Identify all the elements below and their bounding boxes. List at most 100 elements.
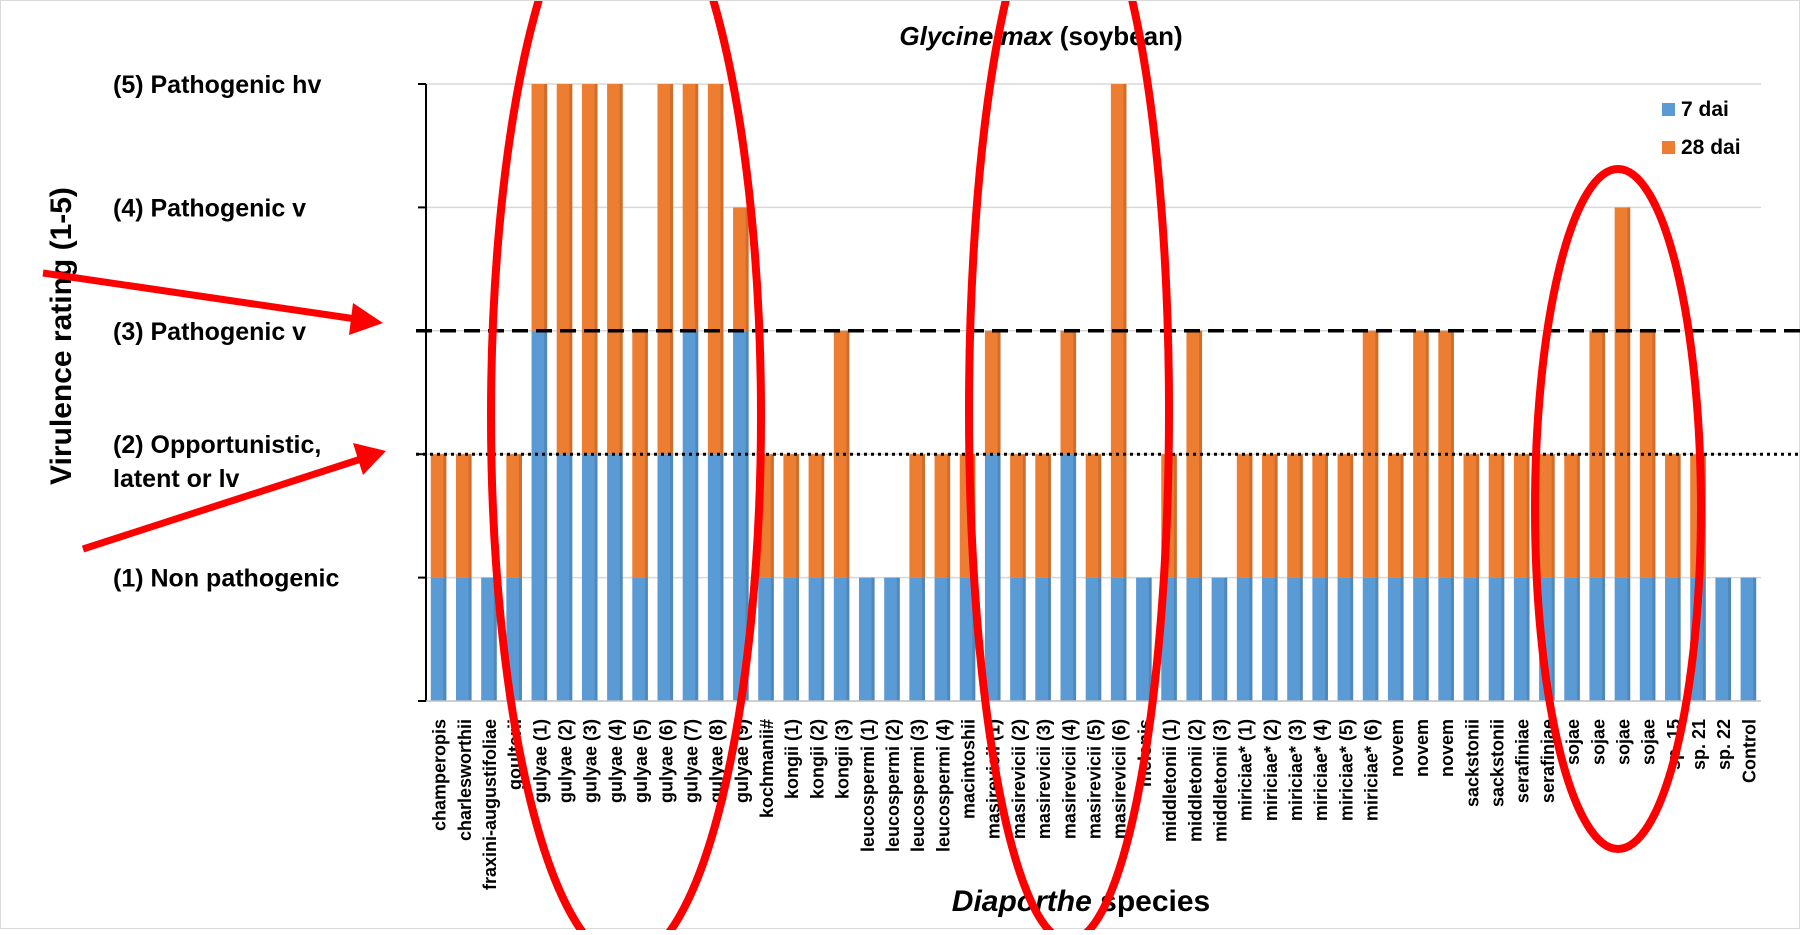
bar-edge <box>569 84 573 701</box>
bar-7-dai <box>1614 577 1631 701</box>
bar-edge <box>770 454 774 701</box>
bar-7-dai <box>581 454 598 701</box>
bar-7-dai <box>1085 577 1102 701</box>
virulence-level-label: (3) Pathogenic v <box>113 318 306 346</box>
chart-title-italic: Glycine max <box>899 21 1054 51</box>
bar-28-dai <box>1287 454 1303 578</box>
bar-edge <box>518 454 522 701</box>
bar-28-dai <box>1312 454 1329 578</box>
category-label: Control <box>1739 719 1759 783</box>
category-label: gulyae (4) <box>606 719 626 803</box>
bar-7-dai <box>1715 577 1732 701</box>
bar-7-dai <box>1564 577 1580 701</box>
bar-28-dai <box>506 454 522 578</box>
bar-7-dai <box>1413 577 1429 701</box>
category-label: sojae <box>1588 719 1608 765</box>
bar-7-dai <box>607 454 623 701</box>
bar-28-dai <box>430 454 447 578</box>
bar-7-dai <box>1362 577 1379 701</box>
legend: 7 dai 28 dai <box>1662 98 1741 159</box>
bar-28-dai <box>1639 330 1656 578</box>
legend-label: 7 dai <box>1681 98 1729 121</box>
category-label: miriciae* (3) <box>1286 719 1306 821</box>
category-label: miriciae* (5) <box>1336 719 1356 821</box>
bar-edge <box>821 454 825 701</box>
x-axis-label-italic: Diaporthe <box>952 885 1092 918</box>
bar-28-dai <box>1539 454 1555 578</box>
bar-28-dai <box>581 84 598 455</box>
virulence-level-line: (5) Pathogenic hv <box>113 71 321 99</box>
chart-title: Glycine max (soybean) <box>899 21 1182 51</box>
category-label: leucospermi (4) <box>933 719 953 852</box>
bar-7-dai <box>1312 577 1329 701</box>
bar-28-dai <box>1262 454 1278 578</box>
category-label: sackstonii <box>1488 719 1508 807</box>
bar-28-dai <box>783 454 800 578</box>
category-labels: champeropis charlesworthii fraxini-augusti… <box>430 719 1760 890</box>
bar-7-dai <box>1740 577 1757 701</box>
virulence-level-line: (1) Non pathogenic <box>113 565 339 593</box>
bar-7-dai <box>481 577 497 701</box>
category-label: middletonii (1) <box>1160 719 1180 842</box>
category-label: sojae <box>1563 719 1583 765</box>
bar-edge <box>997 330 1001 701</box>
category-label: novem <box>1387 719 1407 777</box>
category-label: middletonii (2) <box>1185 719 1205 842</box>
bar-edge <box>1425 330 1429 701</box>
bar-edge <box>1098 454 1102 701</box>
bar-28-dai <box>1085 454 1102 578</box>
bar-28-dai <box>531 84 548 331</box>
bar-edge <box>1022 454 1026 701</box>
category-label: sojae <box>1639 719 1659 765</box>
bar-7-dai <box>1186 577 1203 701</box>
bar-7-dai <box>531 330 548 701</box>
bar-7-dai <box>1438 577 1454 701</box>
bar-edge <box>1249 454 1253 701</box>
arrow-head <box>353 443 386 475</box>
bar-28-dai <box>808 454 825 578</box>
category-label: macintoshii <box>959 719 979 819</box>
bar-28-dai <box>909 454 925 578</box>
bar-edge <box>1148 577 1152 701</box>
bar-7-dai <box>1589 577 1606 701</box>
category-label: miriciae* (1) <box>1236 719 1256 821</box>
bar-edge <box>443 454 447 701</box>
bar-28-dai <box>1513 454 1530 578</box>
bar-7-dai <box>556 454 573 701</box>
highlight-ellipse-gulyae <box>487 0 765 935</box>
category-label: novem <box>1437 719 1457 777</box>
bar-28-dai <box>707 84 724 455</box>
bar-7-dai <box>707 454 724 701</box>
bar-7-dai <box>909 577 925 701</box>
category-label: gulyae (2) <box>556 719 576 803</box>
category-label: miriciae* (2) <box>1261 719 1281 821</box>
category-label: gulyae (5) <box>631 719 651 803</box>
bar-edge <box>947 454 951 701</box>
bar-28-dai <box>934 454 951 578</box>
category-label: middletonii (3) <box>1210 719 1230 842</box>
virulence-level-line: (3) Pathogenic v <box>113 318 306 346</box>
bar-7-dai <box>1035 577 1051 701</box>
x-axis-label: Diaporthe species <box>952 885 1210 918</box>
bar-edge <box>619 84 623 701</box>
bar-7-dai <box>1639 577 1656 701</box>
category-label: gulyae (1) <box>530 719 550 803</box>
bar-edge <box>871 577 875 701</box>
bar-edge <box>921 454 925 701</box>
category-label: leucospermi (3) <box>908 719 928 852</box>
bar-edge <box>1652 330 1656 701</box>
bar-edge <box>846 330 850 701</box>
bar-7-dai <box>1010 577 1026 701</box>
bar-28-dai <box>1060 330 1077 455</box>
bar-7-dai <box>1463 577 1480 701</box>
axes <box>418 83 1761 702</box>
bar-edge <box>1350 454 1354 701</box>
bar-28-dai <box>984 330 1001 455</box>
arrow-shaft <box>81 455 363 553</box>
bar-edge <box>1602 330 1606 701</box>
category-label: charlesworthii <box>455 719 475 841</box>
bar-7-dai <box>1060 454 1077 701</box>
category-label: kongii (1) <box>782 719 802 799</box>
bar-28-dai <box>1614 207 1631 578</box>
